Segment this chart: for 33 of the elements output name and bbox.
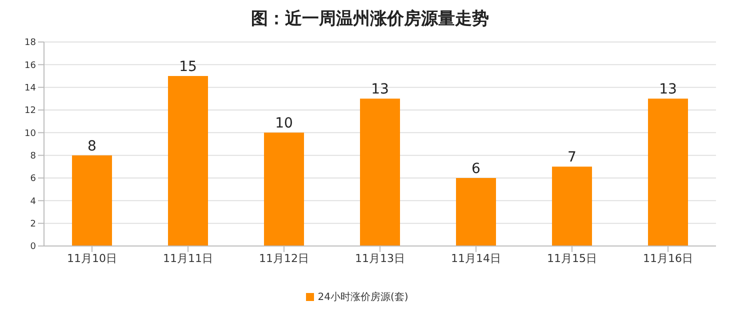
x-tick-label: 11月12日 bbox=[259, 252, 309, 265]
x-tick-label: 11月10日 bbox=[67, 252, 117, 265]
data-label: 6 bbox=[472, 161, 481, 177]
y-tick-label: 18 bbox=[24, 38, 36, 48]
y-tick-label: 4 bbox=[30, 196, 36, 207]
chart-title: 图：近一周温州涨价房源量走势 bbox=[250, 8, 490, 31]
legend-label: 24小时涨价房源(套) bbox=[318, 292, 408, 303]
bar bbox=[360, 98, 400, 246]
data-label: 15 bbox=[179, 59, 197, 75]
y-tick-label: 8 bbox=[30, 152, 36, 162]
y-tick-label: 10 bbox=[24, 128, 36, 139]
data-label: 7 bbox=[568, 150, 576, 166]
y-tick-label: 0 bbox=[30, 242, 36, 252]
y-tick-label: 6 bbox=[30, 174, 36, 184]
y-tick-label: 16 bbox=[24, 60, 36, 71]
bar bbox=[264, 132, 304, 246]
y-tick-label: 12 bbox=[24, 106, 36, 116]
x-tick-label: 11月11日 bbox=[163, 252, 213, 265]
bar bbox=[552, 166, 592, 246]
x-tick-label: 11月16日 bbox=[643, 252, 693, 265]
bar bbox=[456, 178, 496, 246]
y-tick-label: 14 bbox=[24, 84, 36, 94]
y-tick-label: 2 bbox=[30, 220, 36, 230]
bar bbox=[168, 76, 208, 246]
data-label: 8 bbox=[88, 138, 96, 154]
x-tick-label: 11月15日 bbox=[547, 252, 597, 265]
x-tick-label: 11月14日 bbox=[451, 252, 501, 265]
data-label: 10 bbox=[275, 116, 293, 132]
x-tick-label: 11月13日 bbox=[355, 252, 405, 265]
data-label: 13 bbox=[659, 82, 677, 98]
bar bbox=[648, 98, 688, 246]
data-label: 13 bbox=[371, 82, 389, 98]
bar bbox=[72, 155, 112, 246]
